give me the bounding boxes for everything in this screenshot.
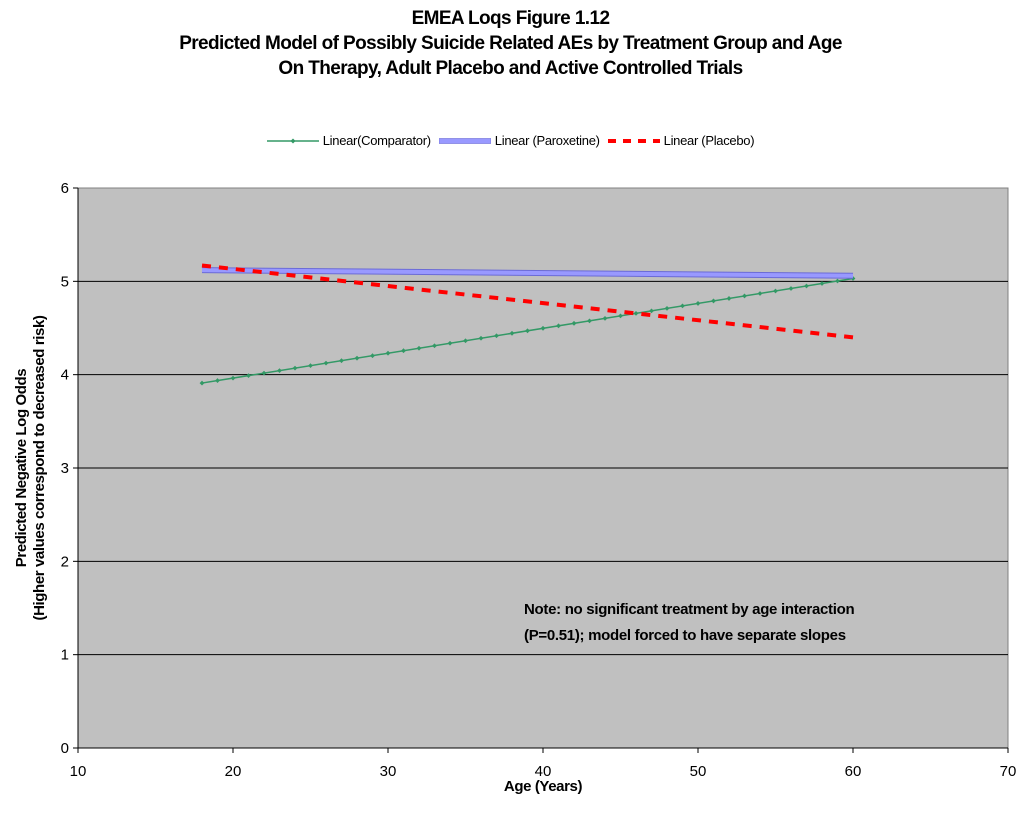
series-point-linear-comparator-age-24 bbox=[292, 365, 298, 371]
series-point-linear-comparator-age-51 bbox=[711, 298, 716, 304]
series-point-linear-comparator-age-60 bbox=[850, 276, 856, 281]
y-tick-label-3: 3 bbox=[61, 460, 69, 477]
x-tick-label-1: 20 bbox=[225, 763, 242, 780]
x-tick-label-6: 70 bbox=[1000, 763, 1017, 780]
y-tick-label-5: 5 bbox=[61, 273, 69, 290]
y-tick-label-0: 0 bbox=[61, 740, 69, 757]
x-tick-label-3: 40 bbox=[535, 763, 552, 780]
x-tick-label-4: 50 bbox=[690, 763, 707, 780]
series-point-linear-comparator-age-52 bbox=[726, 296, 732, 301]
legend-swatch-comparator bbox=[266, 138, 319, 143]
series-point-linear-comparator-age-49 bbox=[680, 303, 685, 309]
legend-swatch-paroxetine bbox=[438, 137, 491, 144]
series-point-linear-comparator-age-55 bbox=[773, 288, 778, 294]
series-point-linear-comparator-age-59 bbox=[835, 278, 840, 284]
series-point-linear-comparator-age-29 bbox=[370, 353, 375, 359]
series-point-linear-comparator-age-50 bbox=[695, 301, 701, 306]
series-point-linear-comparator-age-33 bbox=[432, 343, 437, 349]
y-axis-title-line-1: Predicted Negative Log Odds bbox=[13, 369, 30, 567]
series-point-linear-comparator-age-26 bbox=[323, 360, 329, 366]
annotation-note: Note: no significant treatment by age in… bbox=[524, 597, 855, 649]
series-point-linear-comparator-age-23 bbox=[277, 368, 282, 374]
series-point-linear-comparator-age-18 bbox=[199, 380, 205, 386]
series-point-linear-comparator-age-32 bbox=[416, 345, 422, 351]
series-point-linear-comparator-age-48 bbox=[664, 306, 670, 311]
series-point-linear-comparator-age-35 bbox=[463, 338, 468, 344]
series-point-linear-comparator-age-34 bbox=[447, 340, 453, 346]
series-point-linear-comparator-age-40 bbox=[540, 325, 546, 331]
legend-item-paroxetine: Linear (Paroxetine) bbox=[438, 133, 600, 148]
series-point-linear-comparator-age-58 bbox=[819, 281, 825, 286]
series-point-linear-comparator-age-22 bbox=[261, 370, 267, 376]
series-point-linear-comparator-age-57 bbox=[804, 283, 809, 289]
series-point-linear-comparator-age-38 bbox=[509, 330, 515, 336]
series-point-linear-comparator-age-28 bbox=[354, 355, 360, 361]
series-line-linear-placebo bbox=[201, 263, 854, 340]
series-point-linear-comparator-age-41 bbox=[556, 323, 561, 329]
x-axis-title: Age (Years) bbox=[504, 778, 583, 795]
series-point-linear-comparator-age-31 bbox=[401, 348, 406, 354]
series-point-linear-comparator-age-19 bbox=[215, 378, 220, 383]
x-tick-label-0: 10 bbox=[70, 763, 87, 780]
series-point-linear-comparator-age-53 bbox=[742, 293, 747, 299]
title-line-1: EMEA Loqs Figure 1.12 bbox=[411, 8, 610, 29]
title-line-2: Predicted Model of Possibly Suicide Rela… bbox=[179, 33, 842, 54]
legend-item-placebo: Linear (Placebo) bbox=[607, 133, 755, 148]
series-point-linear-comparator-age-21 bbox=[246, 373, 251, 378]
y-tick-label-1: 1 bbox=[61, 647, 69, 664]
y-tick-label-2: 2 bbox=[61, 553, 69, 570]
legend-label-placebo: Linear (Placebo) bbox=[663, 133, 755, 148]
series-point-linear-comparator-age-44 bbox=[602, 315, 608, 321]
x-tick-label-5: 60 bbox=[845, 763, 862, 780]
series-point-linear-comparator-age-54 bbox=[757, 291, 763, 296]
annotation-line-2: (P=0.51); model forced to have separate … bbox=[524, 627, 846, 644]
series-point-linear-comparator-age-45 bbox=[618, 313, 623, 319]
legend-label-paroxetine: Linear (Paroxetine) bbox=[494, 133, 600, 148]
legend: Linear(Comparator) Linear (Paroxetine) L… bbox=[0, 133, 1021, 148]
legend-item-comparator: Linear(Comparator) bbox=[266, 133, 431, 148]
series-point-linear-comparator-age-43 bbox=[587, 318, 592, 324]
series-point-linear-comparator-age-42 bbox=[571, 320, 577, 326]
chart-title: EMEA Loqs Figure 1.12 Predicted Model of… bbox=[0, 6, 1021, 81]
y-axis-title-line-2: (Higher values correspond to decreased r… bbox=[31, 315, 48, 620]
series-point-linear-comparator-age-30 bbox=[385, 350, 391, 356]
series-point-linear-comparator-age-37 bbox=[494, 333, 499, 339]
series-point-linear-comparator-age-36 bbox=[478, 335, 484, 341]
y-tick-label-4: 4 bbox=[61, 367, 69, 384]
series-point-linear-comparator-age-20 bbox=[230, 375, 236, 381]
series-point-linear-comparator-age-47 bbox=[649, 308, 654, 314]
series-point-linear-comparator-age-39 bbox=[525, 328, 530, 334]
series-point-linear-comparator-age-46 bbox=[633, 310, 639, 316]
x-tick-label-2: 30 bbox=[380, 763, 397, 780]
series-point-linear-comparator-age-25 bbox=[308, 363, 313, 369]
y-tick-label-6: 6 bbox=[61, 180, 69, 197]
annotation-line-1: Note: no significant treatment by age in… bbox=[524, 601, 855, 618]
legend-label-comparator: Linear(Comparator) bbox=[322, 133, 431, 148]
series-point-linear-comparator-age-27 bbox=[339, 358, 344, 364]
series-point-linear-comparator-age-56 bbox=[788, 286, 794, 291]
title-line-3: On Therapy, Adult Placebo and Active Con… bbox=[278, 58, 743, 79]
series-line-linear-paroxetine bbox=[201, 268, 854, 278]
